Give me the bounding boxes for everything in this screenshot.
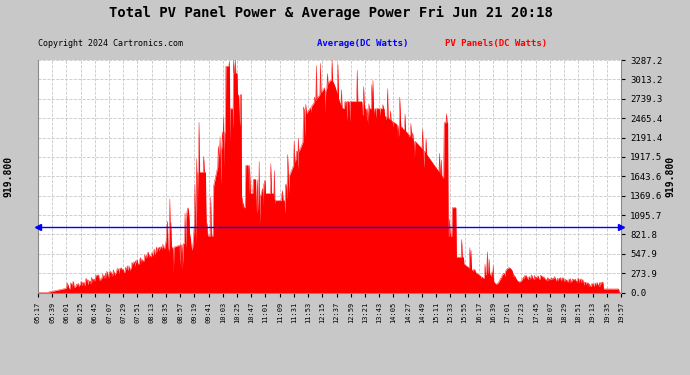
Text: 919.800: 919.800	[3, 156, 13, 197]
Text: PV Panels(DC Watts): PV Panels(DC Watts)	[445, 39, 547, 48]
Text: 919.800: 919.800	[666, 156, 676, 197]
Text: Average(DC Watts): Average(DC Watts)	[317, 39, 408, 48]
Text: Total PV Panel Power & Average Power Fri Jun 21 20:18: Total PV Panel Power & Average Power Fri…	[109, 6, 553, 20]
Text: Copyright 2024 Cartronics.com: Copyright 2024 Cartronics.com	[38, 39, 183, 48]
